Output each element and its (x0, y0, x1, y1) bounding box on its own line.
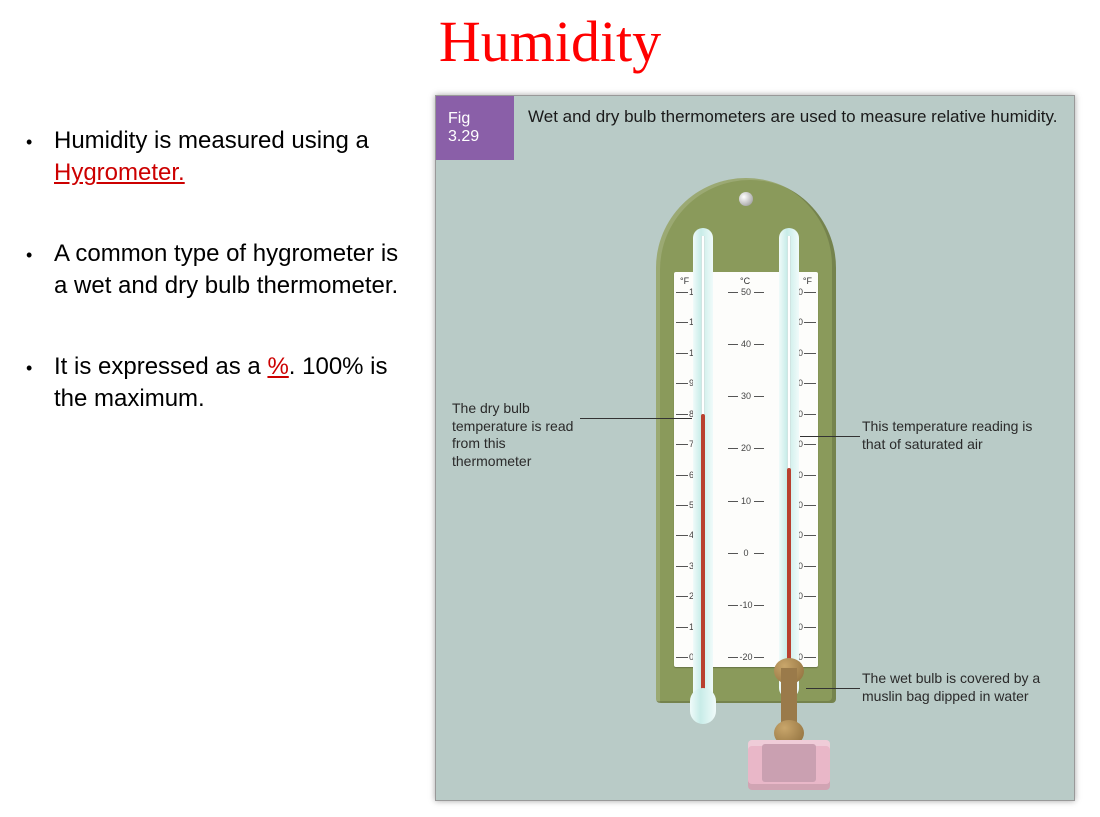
bullet-dot (26, 351, 54, 416)
text: Humidity is measured using a (54, 127, 369, 154)
link-hygrometer[interactable]: Hygrometer. (54, 159, 185, 186)
link-percent[interactable]: % (267, 353, 288, 380)
leader-dry (580, 418, 692, 419)
figure-number: Fig 3.29 (436, 96, 514, 160)
unit-f-right: °F (803, 276, 812, 286)
bullet-dot (26, 125, 54, 190)
content-row: Humidity is measured using a Hygrometer.… (0, 95, 1100, 801)
annotation-wet-reading: This temperature reading is that of satu… (862, 418, 1057, 453)
bullet-3: It is expressed as a %. 100% is the maxi… (26, 351, 415, 416)
bullet-2: A common type of hygrometer is a wet and… (26, 238, 415, 303)
text: A common type of hygrometer is a wet and… (54, 240, 398, 299)
bullet-list: Humidity is measured using a Hygrometer.… (0, 95, 435, 801)
dry-thermometer (693, 228, 713, 718)
bullet-text: It is expressed as a %. 100% is the maxi… (54, 351, 415, 416)
wet-thermometer (779, 228, 799, 698)
unit-c: °C (740, 276, 750, 286)
mercury-dry (701, 414, 705, 712)
figure-caption: Wet and dry bulb thermometers are used t… (514, 96, 1074, 160)
text: It is expressed as a (54, 353, 267, 380)
page-title: Humidity (0, 0, 1100, 75)
hygrometer-diagram: °F °C °F 0010102020303040405050606070708… (436, 160, 1074, 800)
annotation-wet-bulb: The wet bulb is covered by a muslin bag … (862, 670, 1062, 705)
leader-wet-reading (800, 436, 860, 437)
screw-icon (739, 192, 753, 206)
bullet-dot (26, 238, 54, 303)
bullet-text: Humidity is measured using a Hygrometer. (54, 125, 415, 190)
annotation-dry: The dry bulb temperature is read from th… (452, 400, 582, 470)
leader-wet-bulb (806, 688, 860, 689)
bullet-1: Humidity is measured using a Hygrometer. (26, 125, 415, 190)
water-pot-inner (762, 744, 816, 782)
figure-panel: Fig 3.29 Wet and dry bulb thermometers a… (435, 95, 1075, 801)
dry-bulb (690, 688, 716, 724)
unit-f-left: °F (680, 276, 689, 286)
figure-header: Fig 3.29 Wet and dry bulb thermometers a… (436, 96, 1074, 160)
bullet-text: A common type of hygrometer is a wet and… (54, 238, 415, 303)
